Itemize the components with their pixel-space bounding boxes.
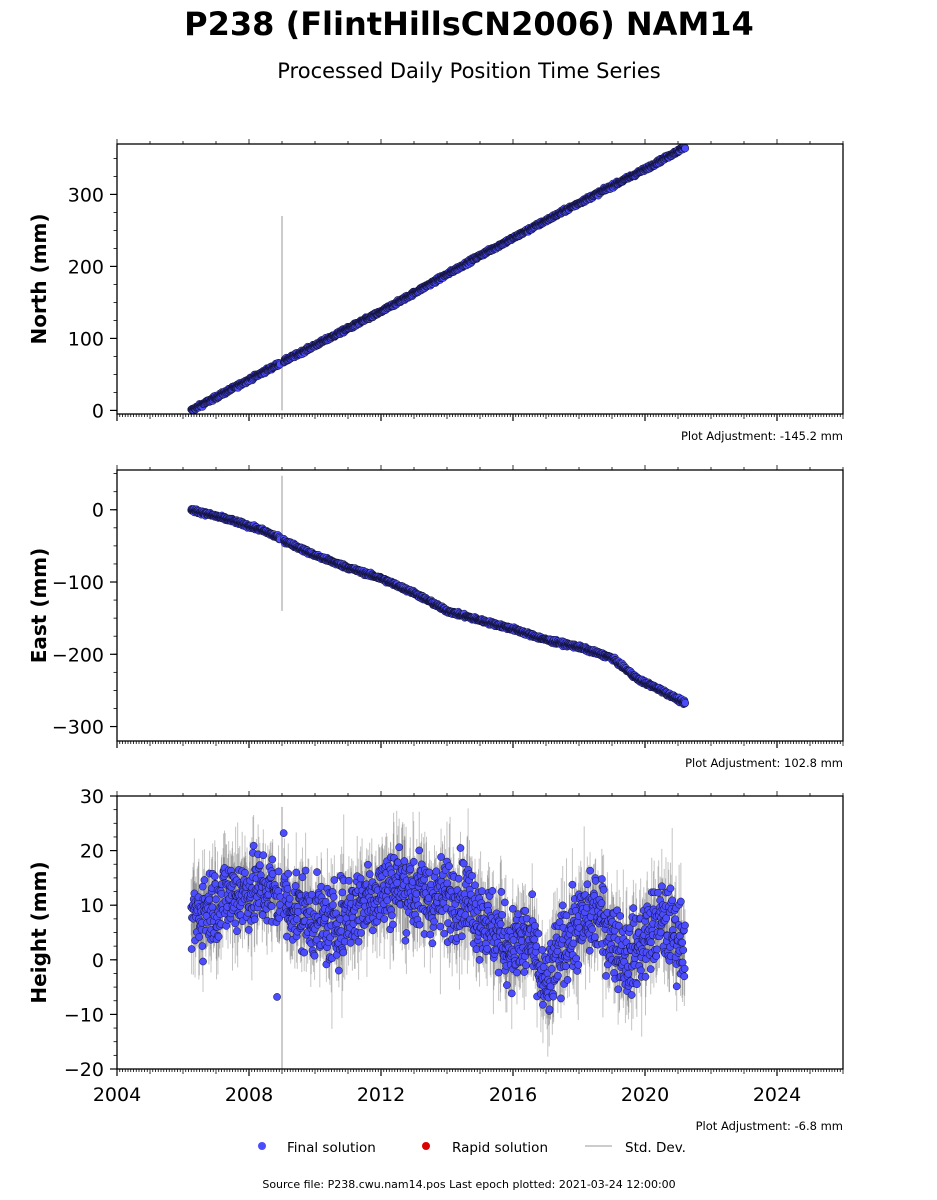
y-tick-label: 0	[92, 400, 104, 422]
axes-frame	[116, 143, 844, 415]
y-axis-label: North (mm)	[27, 213, 51, 344]
chart-title: P238 (FlintHillsCN2006) NAM14	[184, 5, 754, 43]
panels: 0 100 200 300 North (mm) Plot Adjustment: -14…	[27, 139, 844, 1133]
panel-north: 0 100 200 300 North (mm) Plot Adjustment: -14…	[27, 139, 844, 443]
y-tick-label: 100	[68, 328, 104, 350]
y-tick-label: 300	[68, 184, 104, 206]
plot-area-north	[187, 144, 690, 414]
plot-adjustment: Plot Adjustment: -145.2 mm	[681, 429, 843, 443]
plot-area-east	[187, 475, 690, 708]
data-point	[681, 144, 690, 153]
chart-subtitle: Processed Daily Position Time Series	[277, 59, 661, 83]
y-tick-label: 200	[68, 256, 104, 278]
